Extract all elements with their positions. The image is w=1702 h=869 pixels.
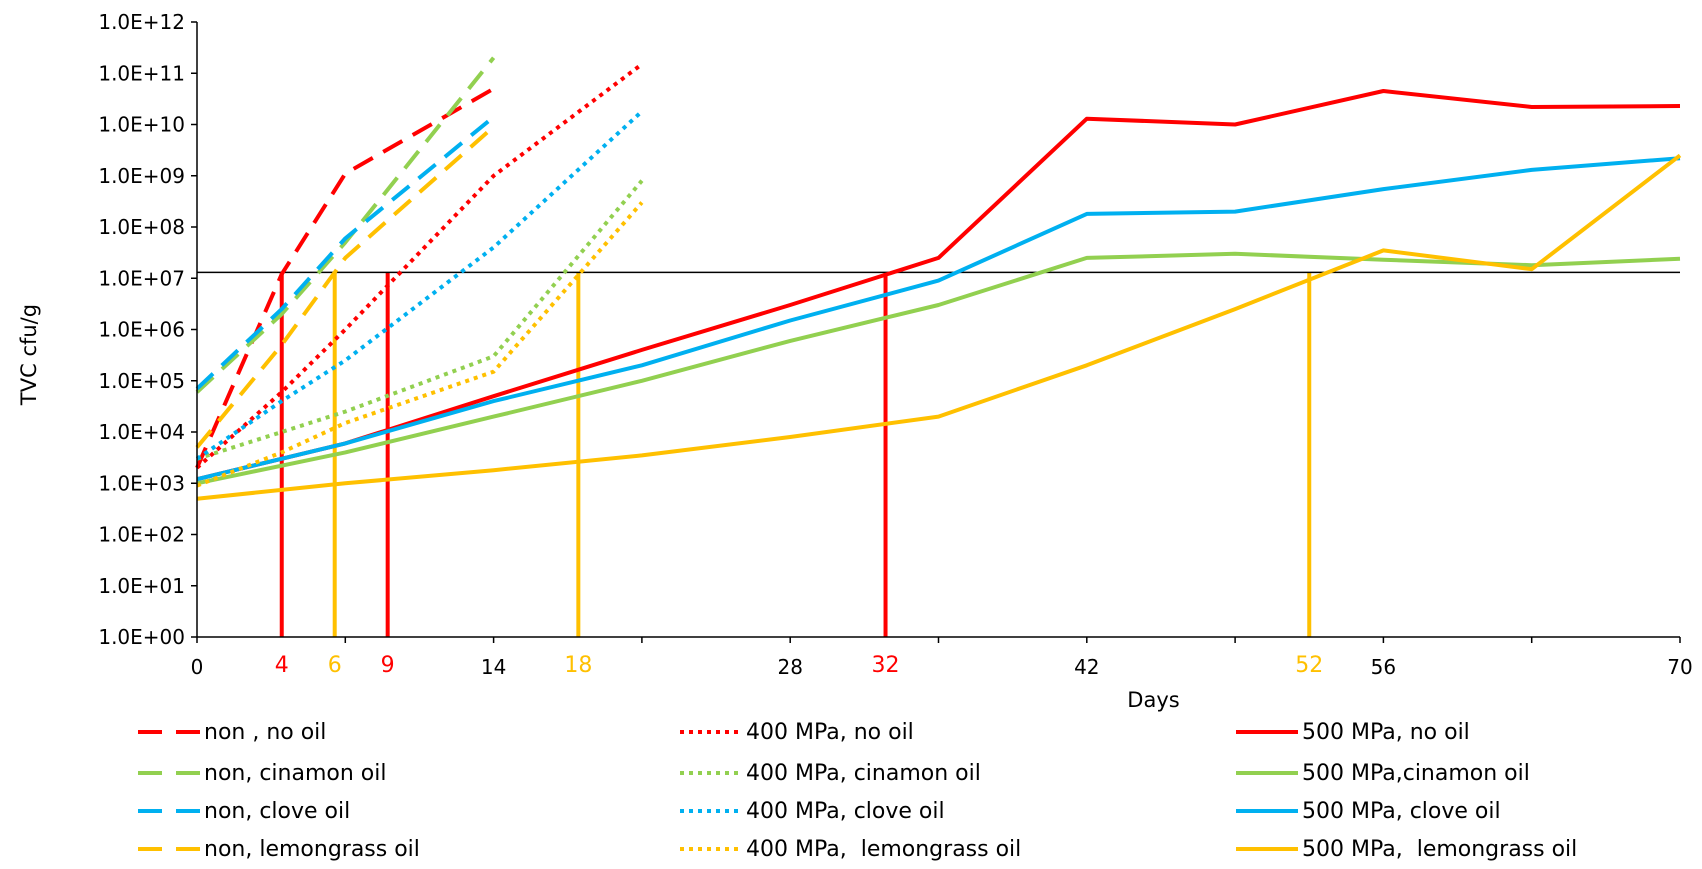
legend-label: 500 MPa,cinamon oil <box>1302 761 1530 786</box>
series-line-2 <box>195 62 644 470</box>
x-tick-labels: 0 14 28 42 56 70 <box>191 655 1693 679</box>
legend-label: 400 MPa, clove oil <box>746 799 945 824</box>
y-tick-label: 1.0E+09 <box>98 164 185 188</box>
y-axis-title: TVC cfu/g <box>17 304 41 406</box>
y-tick-label: 1.0E+08 <box>98 215 185 239</box>
y-tick-label: 1.0E+10 <box>98 113 185 137</box>
y-tick-label: 1.0E+05 <box>98 369 185 393</box>
y-tick-label: 1.0E+12 <box>98 10 185 34</box>
marker-label-day-18: 18 <box>564 653 592 678</box>
y-tick-label: 1.0E+02 <box>98 523 185 547</box>
y-tick-label: 1.0E+03 <box>98 471 185 495</box>
legend-label: 400 MPa, no oil <box>746 720 914 745</box>
x-axis-title: Days <box>1127 688 1179 712</box>
series-line-10 <box>195 125 495 449</box>
y-tick-label: 1.0E+11 <box>98 61 185 85</box>
x-tick-label: 28 <box>777 655 802 679</box>
legend-label: non, lemongrass oil <box>204 837 420 862</box>
series-line-3 <box>196 89 1681 482</box>
series-line-9 <box>196 156 1681 482</box>
series-line-4 <box>195 56 496 394</box>
series-line-7 <box>195 115 495 391</box>
x-tick-label: 56 <box>1371 655 1396 679</box>
series-line-11 <box>196 201 644 488</box>
y-tick-label: 1.0E+07 <box>98 266 185 290</box>
x-tick-label: 0 <box>191 655 204 679</box>
series-line-1 <box>195 86 495 469</box>
legend-label: 400 MPa, cinamon oil <box>746 761 981 786</box>
legend: non , no oil 400 MPa, no oil 500 MPa, no o… <box>138 720 1577 862</box>
marker-labels: 4 6 9 18 32 52 <box>275 653 1324 678</box>
legend-label: 500 MPa, no oil <box>1302 720 1470 745</box>
x-tick-label: 70 <box>1667 655 1692 679</box>
series-line-6 <box>196 251 1681 486</box>
y-tick-labels: 1.0E+00 1.0E+01 1.0E+02 1.0E+03 1.0E+04 1.0E+… <box>98 10 185 649</box>
legend-label: non , no oil <box>204 720 326 745</box>
legend-label: 400 MPa, lemongrass oil <box>746 837 1021 862</box>
series-line-5 <box>196 179 644 461</box>
marker-label-day-9: 9 <box>381 653 395 678</box>
series-line-12 <box>196 153 1682 501</box>
y-tick-label: 1.0E+06 <box>98 318 185 342</box>
marker-label-day-52: 52 <box>1295 653 1323 678</box>
marker-label-day-32: 32 <box>872 653 900 678</box>
x-tick-label: 42 <box>1074 655 1099 679</box>
legend-label: non, clove oil <box>204 799 350 824</box>
marker-label-day-4: 4 <box>275 653 289 678</box>
legend-label: non, cinamon oil <box>204 761 386 786</box>
day-marker-lines <box>279 272 1312 637</box>
x-tick-label: 14 <box>481 655 506 679</box>
legend-label: 500 MPa, clove oil <box>1302 799 1501 824</box>
y-tick-label: 1.0E+04 <box>98 420 185 444</box>
marker-label-day-6: 6 <box>328 653 342 678</box>
axes <box>191 21 1681 643</box>
y-tick-label: 1.0E+00 <box>98 625 185 649</box>
series-lines <box>195 56 1682 501</box>
legend-label: 500 MPa, lemongrass oil <box>1302 837 1577 862</box>
y-tick-label: 1.0E+01 <box>98 574 185 598</box>
